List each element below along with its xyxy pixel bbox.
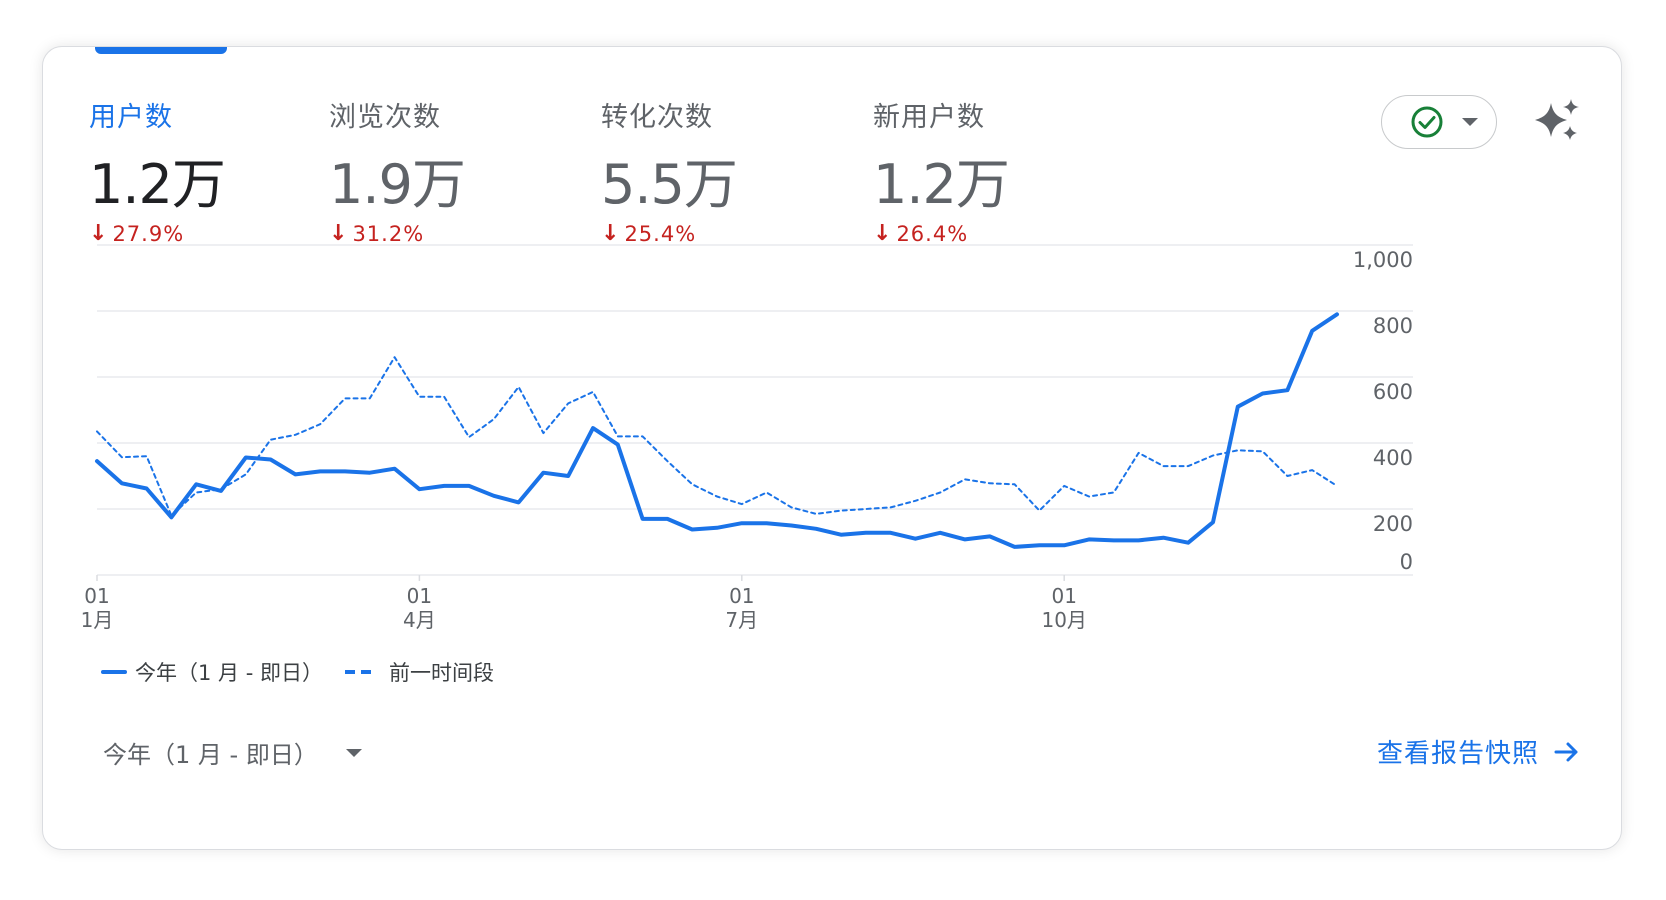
metric-value: 1.2万 <box>873 153 1010 216</box>
date-range-label: 今年（1 月 - 即日） <box>103 741 318 769</box>
y-tick-label: 0 <box>1400 550 1413 574</box>
legend-item-current: 今年（1 月 - 即日） <box>101 657 323 687</box>
metric-change: ↓ 31.2% <box>329 221 465 246</box>
legend-item-previous: 前一时间段 <box>344 657 494 687</box>
x-tick-day-label: 01 <box>1051 584 1076 608</box>
active-tab-indicator <box>95 47 227 54</box>
metric-label: 浏览次数 <box>329 102 441 133</box>
metric-tab-new-users[interactable]: 新用户数 1.2万 ↓ 26.4% <box>873 95 1010 246</box>
y-axis-ticks: 0 200 400 600 800 1,000 <box>1353 248 1413 574</box>
arrow-down-icon: ↓ <box>329 221 349 246</box>
metric-change-value: 26.4% <box>896 221 969 246</box>
metric-value: 5.5万 <box>601 153 738 216</box>
y-tick-label: 800 <box>1373 314 1413 338</box>
legend-solid-swatch <box>101 670 127 674</box>
arrow-down-icon: ↓ <box>601 221 621 246</box>
legend-dashed-swatch <box>344 670 377 674</box>
x-tick-day-label: 01 <box>407 584 432 608</box>
series-line-this-year <box>95 312 1339 549</box>
metric-label: 用户数 <box>89 102 173 133</box>
metric-tab-views[interactable]: 浏览次数 1.9万 ↓ 31.2% <box>329 95 466 246</box>
arrow-down-icon: ↓ <box>89 221 109 246</box>
overview-card: 用户数 1.2万 ↓ 27.9% 浏览次数 1.9万 ↓ 31.2% 转化次数 … <box>42 46 1622 850</box>
caret-down-icon <box>1462 118 1478 126</box>
check-circle-icon <box>1411 106 1443 138</box>
y-tick-label: 400 <box>1373 446 1413 470</box>
comparison-dropdown[interactable] <box>1381 95 1497 149</box>
caret-down-icon <box>345 748 362 757</box>
chart-series <box>95 312 1339 549</box>
x-tick-day-label: 01 <box>729 584 754 608</box>
chart-gridlines <box>97 244 1413 576</box>
x-tick-month-label: 10月 <box>1041 608 1086 632</box>
arrow-down-icon: ↓ <box>873 221 893 246</box>
metric-change-value: 27.9% <box>112 221 185 246</box>
y-tick-label: 200 <box>1373 512 1413 536</box>
view-report-snapshot-link[interactable]: 查看报告快照 <box>1377 733 1581 770</box>
metric-tab-users[interactable]: 用户数 1.2万 ↓ 27.9% <box>89 95 226 246</box>
legend-label: 今年（1 月 - 即日） <box>135 661 323 685</box>
series-line-previous-period <box>96 356 1338 517</box>
metric-value: 1.9万 <box>329 153 466 216</box>
x-tick-month-label: 4月 <box>403 608 436 632</box>
metric-change-value: 31.2% <box>352 221 425 246</box>
metric-change-value: 25.4% <box>624 221 697 246</box>
y-tick-label: 600 <box>1373 380 1413 404</box>
metric-change: ↓ 26.4% <box>873 221 1009 246</box>
x-tick-month-label: 1月 <box>81 608 114 632</box>
metric-change: ↓ 27.9% <box>89 221 225 246</box>
x-tick-day-label: 01 <box>84 584 109 608</box>
metric-label: 转化次数 <box>601 102 713 133</box>
arrow-right-icon <box>1554 742 1578 761</box>
x-tick-month-label: 7月 <box>725 608 758 632</box>
metric-label: 新用户数 <box>873 102 985 133</box>
metric-tab-conversions[interactable]: 转化次数 5.5万 ↓ 25.4% <box>601 95 738 246</box>
y-tick-label: 1,000 <box>1353 248 1413 272</box>
sparkle-icon[interactable] <box>1533 97 1581 147</box>
legend-label: 前一时间段 <box>388 661 494 685</box>
report-link-label: 查看报告快照 <box>1376 739 1539 769</box>
date-range-dropdown[interactable]: 今年（1 月 - 即日） <box>103 735 362 770</box>
chart-legend: 今年（1 月 - 即日） 前一时间段 <box>101 657 516 687</box>
metric-change: ↓ 25.4% <box>601 221 737 246</box>
metric-value: 1.2万 <box>89 153 226 216</box>
